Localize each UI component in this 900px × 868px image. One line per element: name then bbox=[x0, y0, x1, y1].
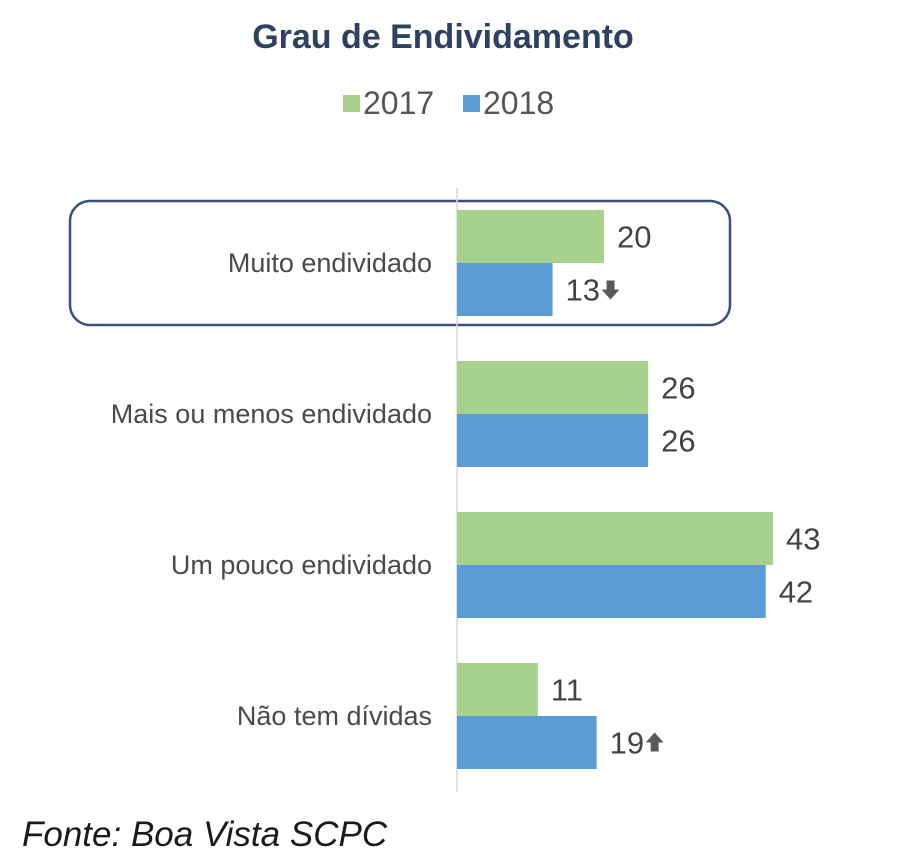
data-label-2017-muito-endividado: 20 bbox=[617, 220, 651, 255]
source-note: Fonte: Boa Vista SCPC bbox=[22, 815, 388, 854]
category-label-um-pouco-endividado: Um pouco endividado bbox=[171, 550, 432, 580]
data-label-2017-nao-tem-dividas: 11 bbox=[551, 673, 583, 708]
data-label-2018-um-pouco-endividado: 42 bbox=[779, 575, 813, 610]
bar-2017-nao-tem-dividas bbox=[457, 663, 538, 716]
legend-label-2017: 2017 bbox=[363, 85, 434, 121]
arrow-up-icon bbox=[645, 732, 664, 752]
category-label-nao-tem-dividas: Não tem dívidas bbox=[237, 701, 432, 731]
bar-2018-um-pouco-endividado bbox=[457, 565, 766, 618]
bar-2017-mais-ou-menos-endividado bbox=[457, 361, 649, 414]
category-label-mais-ou-menos-endividado: Mais ou menos endividado bbox=[111, 399, 432, 429]
plot-area: Muito endividado 20 13 Mais ou menos endivi… bbox=[111, 188, 821, 792]
data-label-2018-nao-tem-dividas: 19 bbox=[610, 726, 644, 761]
data-label-2017-mais-ou-menos-endividado: 26 bbox=[661, 371, 695, 406]
legend: 2017 2018 bbox=[343, 85, 554, 121]
bar-2017-um-pouco-endividado bbox=[457, 512, 774, 565]
legend-swatch-2017 bbox=[343, 95, 360, 112]
arrow-down-icon bbox=[601, 280, 620, 300]
data-label-2018-mais-ou-menos-endividado: 26 bbox=[661, 424, 695, 459]
bar-2017-muito-endividado bbox=[457, 210, 604, 263]
highlight-box bbox=[68, 199, 732, 327]
bar-2018-muito-endividado bbox=[457, 263, 553, 316]
legend-swatch-2018 bbox=[463, 95, 480, 112]
bar-2018-mais-ou-menos-endividado bbox=[457, 414, 649, 467]
bar-2018-nao-tem-dividas bbox=[457, 716, 597, 769]
legend-label-2018: 2018 bbox=[483, 85, 554, 121]
data-label-2018-muito-endividado: 13 bbox=[566, 273, 600, 308]
category-label-muito-endividado: Muito endividado bbox=[228, 248, 432, 278]
chart-title: Grau de Endividamento bbox=[252, 18, 634, 56]
data-label-2017-um-pouco-endividado: 43 bbox=[786, 522, 820, 557]
